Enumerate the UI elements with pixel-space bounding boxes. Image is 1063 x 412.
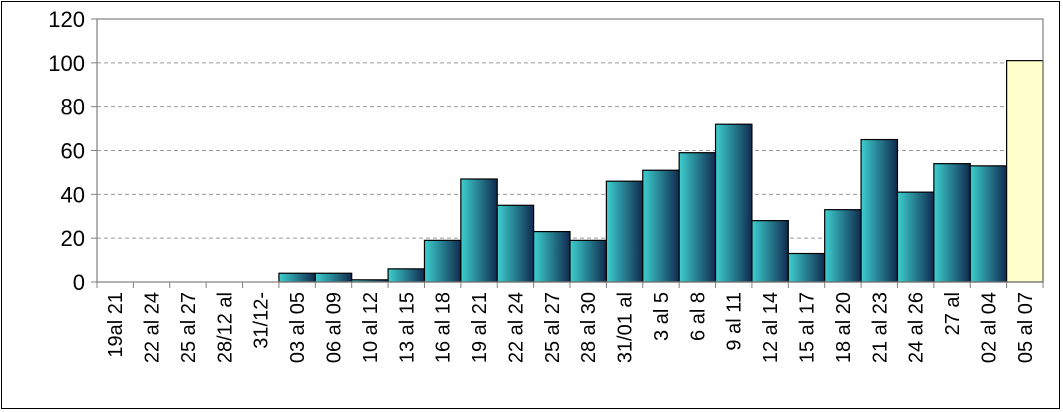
x-tick-label: 31/12- <box>251 292 273 349</box>
x-tick-label: 15 al 17 <box>797 292 819 363</box>
x-tick-label: 19 al 21 <box>469 292 491 363</box>
x-tick-label: 03 al 05 <box>287 292 309 363</box>
x-tick-label: 25 al 27 <box>542 292 564 363</box>
x-tick-label: 10 al 12 <box>360 292 382 363</box>
x-tick-label: 22 al 24 <box>505 292 527 363</box>
x-tick-label: 02 al 04 <box>978 292 1000 363</box>
y-tick-label: 120 <box>48 7 85 32</box>
bar-11 <box>496 204 535 283</box>
x-tick-label: 31/01 al <box>615 292 637 363</box>
y-axis-tick-labels: 0 20 40 60 80 100 120 <box>48 7 85 295</box>
bar-16 <box>678 152 717 283</box>
x-tick-label: 19al 21 <box>105 292 127 358</box>
x-tick-label: 06 al 09 <box>324 292 346 363</box>
bar-14 <box>605 180 644 283</box>
bar-24 <box>969 165 1008 283</box>
y-tick-label: 80 <box>61 95 85 120</box>
bar-10 <box>460 178 498 283</box>
x-tick-label: 22 al 24 <box>142 292 164 363</box>
bar-23 <box>933 163 971 283</box>
bars <box>278 60 1044 283</box>
bar-5 <box>278 272 316 283</box>
x-tick-label: 3 al 5 <box>651 292 673 341</box>
bar-22 <box>896 191 935 283</box>
bar-13 <box>569 239 607 283</box>
x-tick-label: 05 al 07 <box>1015 292 1037 363</box>
x-tick-label: 18 al 20 <box>833 292 855 363</box>
x-tick-label: 21 al 23 <box>869 292 891 363</box>
bar-21 <box>860 138 899 283</box>
bar-17 <box>714 123 753 283</box>
y-tick-label: 0 <box>73 270 85 295</box>
bar-15 <box>642 169 680 283</box>
axes <box>96 18 1044 288</box>
bar-19 <box>787 252 826 283</box>
x-tick-label: 28 al 30 <box>578 292 600 363</box>
x-tick-label: 27 al <box>942 292 964 335</box>
bar-20 <box>824 209 862 283</box>
bar-25 <box>1006 60 1044 283</box>
bar-8 <box>387 268 426 283</box>
bar-18 <box>751 220 789 283</box>
x-tick-label: 16 al 18 <box>433 292 455 363</box>
bar-12 <box>533 230 571 283</box>
x-tick-label: 25 al 27 <box>178 292 200 363</box>
x-axis-tick-labels: 19al 21 22 al 24 25 al 27 28/12 al 31/12- 03 … <box>105 292 1037 363</box>
x-tick-label: 13 al 15 <box>396 292 418 363</box>
x-tick-label: 28/12 al <box>214 292 236 363</box>
bar-6 <box>314 272 353 283</box>
x-tick-label: 9 al 11 <box>724 292 746 351</box>
y-tick-label: 40 <box>61 182 85 207</box>
bar-9 <box>423 239 462 283</box>
x-tick-label: 6 al 8 <box>687 292 709 341</box>
y-tick-label: 20 <box>61 226 85 251</box>
x-tick-label: 12 al 14 <box>760 292 782 363</box>
y-tick-label: 100 <box>48 51 85 76</box>
y-tick-label: 60 <box>61 139 85 164</box>
x-tick-label: 24 al 26 <box>906 292 928 363</box>
